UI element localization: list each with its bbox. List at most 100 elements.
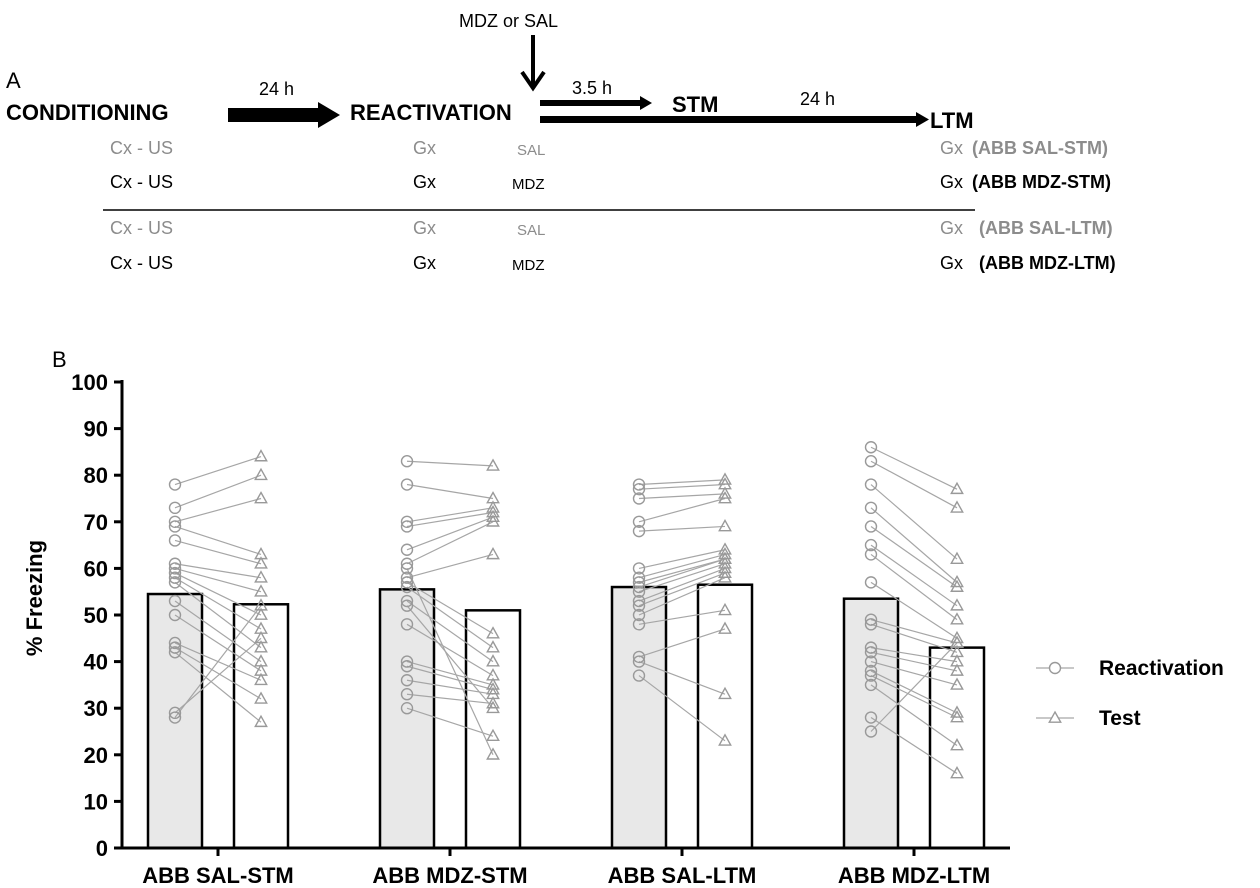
subject-link [638,558,726,588]
arrow-conditioning-to-reactivation [228,102,340,128]
reactivation-point [400,571,414,584]
test-point [486,728,500,742]
delay-24h-second: 24 h [800,89,836,109]
reactivation-point [168,636,182,650]
subject-link [870,507,958,583]
row-test-ctx: Gx [940,253,964,273]
subject-link [406,460,494,467]
y-tick-label: 60 [84,556,108,581]
subject-link [406,586,494,649]
subject-link [406,600,494,663]
arrow-drug-down [520,35,546,92]
arrow-to-ltm [540,112,929,127]
reactivation-point [632,580,646,594]
reactivation-point [168,566,182,580]
subject-link [406,665,494,691]
reactivation-point [632,576,646,589]
category-label: ABB SAL-STM [142,863,294,888]
test-point [950,630,964,644]
bar-reactivation [378,588,436,850]
category-label: ABB MDZ-STM [372,863,527,888]
test-point [486,654,500,667]
test-point [254,714,268,728]
subject-link [870,460,958,509]
reactivation-point [632,655,646,668]
test-point [950,579,964,592]
reactivation-point [632,594,646,608]
subject-link [638,525,726,532]
bar-reactivation [146,592,204,850]
y-tick-label: 70 [84,510,108,535]
subject-link [870,619,958,644]
test-point [950,710,964,723]
drug-label: MDZ or SAL [459,11,559,31]
subject-link [174,497,262,523]
reactivation-point [168,711,182,724]
y-tick-label: 50 [84,603,108,628]
test-point [486,747,500,760]
row-cond: Cx - US [110,172,173,192]
test-point [254,672,268,686]
reactivation-point [168,501,182,515]
subject-link [638,567,726,602]
reactivation-point [400,557,414,570]
reactivation-point [400,599,414,612]
delay-24h-first: 24 h [259,79,295,99]
row-cond: Cx - US [110,138,173,158]
subject-link [174,525,262,555]
reactivation-point [168,534,182,547]
reactivation-point [864,669,878,682]
subject-link [870,651,958,672]
reactivation-point [168,557,182,570]
test-point [950,705,964,718]
subject-link [638,628,726,658]
reactivation-point [168,520,182,533]
test-point [718,733,732,746]
subject-link [870,684,958,746]
subject-link [406,581,494,635]
reactivation-point [168,706,182,720]
reactivation-point [400,576,414,589]
reactivation-point [864,441,878,454]
subject-link [870,717,958,774]
test-point [486,546,500,560]
subject-link [870,670,958,714]
row-test-ctx: Gx [940,172,964,192]
bar-reactivation [610,585,668,850]
subject-link [638,609,726,625]
subject-link [406,521,494,565]
test-point [718,472,732,485]
protocol-diagram-arrows [103,35,975,211]
row-drug: SAL [517,222,546,239]
subject-link [870,675,958,719]
subject-link [406,483,494,500]
legend-label: Reactivation [1099,657,1224,680]
reactivation-point [400,660,414,673]
row-test-ctx: Gx [940,218,964,238]
y-tick-label: 10 [84,789,108,814]
subject-link [174,637,262,714]
y-tick-label: 80 [84,463,108,488]
reactivation-point [168,594,182,608]
reactivation-point [632,571,646,584]
subject-link [638,661,726,695]
subject-link [870,581,958,639]
row-drug: MDZ [512,257,545,274]
reactivation-point [632,515,646,528]
subject-link [406,507,494,523]
legend-label: Test [1099,707,1141,730]
reactivation-point [864,711,878,724]
subject-link [406,568,494,756]
reactivation-point [400,702,414,715]
reactivation-point [400,515,414,528]
test-point [254,607,268,620]
subject-link [638,558,726,583]
category-label: ABB SAL-LTM [608,863,757,888]
stage-stm: STM [672,92,719,117]
subject-link [406,516,494,551]
test-point [486,458,500,471]
subject-link [638,483,726,490]
test-point [718,491,732,504]
reactivation-point [400,655,414,668]
